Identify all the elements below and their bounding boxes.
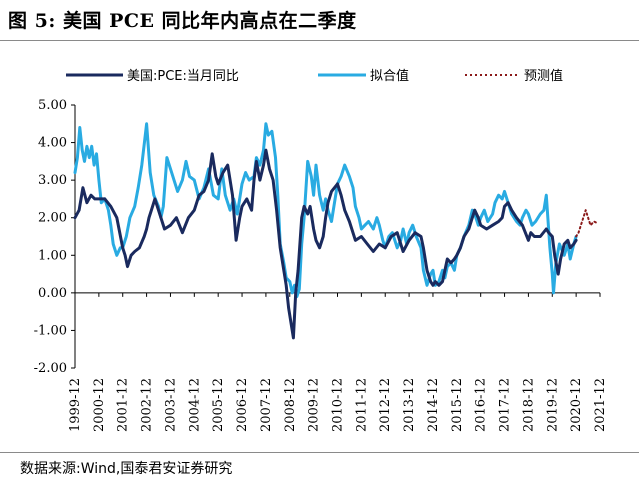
- y-tick-label: 2.00: [38, 211, 67, 226]
- y-tick-label: 0.00: [38, 286, 67, 301]
- x-tick-label: 2019-12: [545, 378, 560, 432]
- x-tick-label: 2007-12: [259, 378, 274, 432]
- series-line-pce: [73, 148, 578, 340]
- x-tick-label: 2012-12: [378, 378, 393, 432]
- series-line-forecast: [575, 209, 599, 238]
- x-tick-label: 2020-12: [569, 378, 584, 432]
- y-axis: 5.00 4.00 3.00 2.00 1.00 0.00 -1.00 -2.00: [34, 98, 76, 376]
- y-tick-label: 3.00: [38, 173, 67, 188]
- x-axis: 1999-12 2000-12 2001-12 2002-12 2003-12 2004-…: [68, 292, 608, 432]
- legend: 美国:PCE:当月同比 拟合值 预测值: [66, 68, 563, 84]
- x-tick-label: 2015-12: [450, 378, 465, 432]
- series-line-fitted: [73, 122, 578, 299]
- source-rule: [0, 452, 639, 453]
- y-tick-label: -1.00: [34, 323, 67, 338]
- x-tick-label: 1999-12: [68, 378, 83, 432]
- x-tick-label: 2001-12: [116, 378, 131, 432]
- x-tick-label: 2013-12: [402, 378, 417, 432]
- figure-title: 图 5: 美国 PCE 同比年内高点在二季度: [8, 10, 357, 32]
- x-tick-label: 2014-12: [426, 378, 441, 432]
- x-tick-label: 2021-12: [593, 378, 608, 432]
- x-tick-label: 2018-12: [521, 378, 536, 432]
- source-note: 数据来源:Wind,国泰君安证券研究: [20, 461, 233, 477]
- x-tick-label: 2004-12: [187, 378, 202, 432]
- title-rule: [0, 40, 639, 41]
- series-layer: [73, 122, 599, 340]
- y-tick-label: -2.00: [34, 361, 67, 376]
- y-tick-label: 1.00: [38, 248, 67, 263]
- x-tick-label: 2016-12: [474, 378, 489, 432]
- x-tick-label: 2008-12: [283, 378, 298, 432]
- legend-label-pce: 美国:PCE:当月同比: [127, 69, 239, 84]
- x-tick-label: 2005-12: [211, 378, 226, 432]
- legend-label-forecast: 预测值: [524, 68, 563, 84]
- x-tick-label: 2017-12: [498, 378, 513, 432]
- x-tick-label: 2006-12: [235, 378, 250, 432]
- legend-label-fitted: 拟合值: [370, 68, 409, 84]
- x-tick-label: 2011-12: [354, 378, 369, 432]
- x-tick-label: 2010-12: [331, 378, 346, 432]
- x-tick-label: 2002-12: [140, 378, 155, 432]
- y-tick-label: 5.00: [38, 98, 67, 113]
- y-tick-label: 4.00: [38, 136, 67, 151]
- x-tick-label: 2000-12: [92, 378, 107, 432]
- x-tick-label: 2009-12: [307, 378, 322, 432]
- x-tick-label: 2003-12: [163, 378, 178, 432]
